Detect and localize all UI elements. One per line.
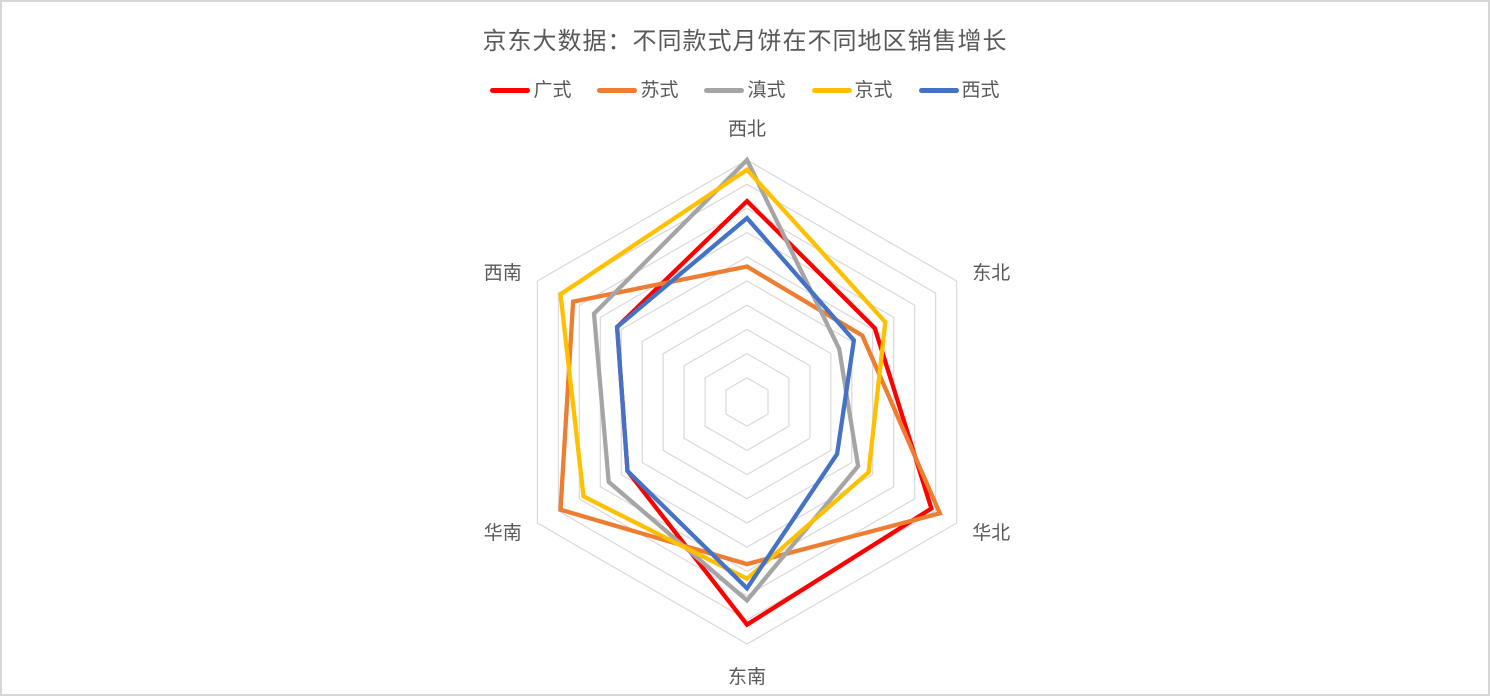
legend-swatch-icon xyxy=(597,87,638,93)
legend-item-广式[interactable]: 广式 xyxy=(490,79,571,101)
axis-label-东北: 东北 xyxy=(972,262,1010,284)
grid-ring xyxy=(578,207,916,597)
grid-ring xyxy=(557,183,937,621)
grid-ring xyxy=(599,231,895,573)
axis-label-西北: 西北 xyxy=(728,118,766,140)
grid-ring xyxy=(704,352,790,452)
grid-ring xyxy=(536,159,958,645)
grid-ring xyxy=(662,304,832,500)
series-polygon-京式[interactable] xyxy=(558,166,888,582)
legend-label: 滇式 xyxy=(747,79,786,101)
series-polygon-滇式[interactable] xyxy=(591,156,861,604)
legend-item-滇式[interactable]: 滇式 xyxy=(704,79,786,101)
legend-item-京式[interactable]: 京式 xyxy=(811,79,893,101)
axis-label-东南: 东南 xyxy=(728,666,766,688)
legend-item-苏式[interactable]: 苏式 xyxy=(597,79,678,101)
legend-label: 京式 xyxy=(854,79,893,101)
legend-swatch-icon xyxy=(811,87,852,93)
series-polygon-西式[interactable] xyxy=(614,215,857,592)
series-polygon-苏式[interactable] xyxy=(558,264,943,567)
legend-swatch-icon xyxy=(490,87,531,93)
axis-label-华南: 华南 xyxy=(484,522,522,544)
legend-label: 苏式 xyxy=(640,79,679,101)
legend-item-西式[interactable]: 西式 xyxy=(918,79,1000,101)
legend-label: 广式 xyxy=(533,79,572,101)
axis-label-西南: 西南 xyxy=(484,262,522,284)
grid-ring xyxy=(725,377,769,427)
legend: 广式 苏式 滇式 京式 西式 xyxy=(2,79,1488,101)
series-polygon-广式[interactable] xyxy=(614,198,934,628)
grid-ring xyxy=(683,328,811,476)
grid-ring xyxy=(641,280,853,524)
grid-ring xyxy=(620,256,874,548)
legend-swatch-icon xyxy=(704,87,745,93)
axis-label-华北: 华北 xyxy=(972,522,1010,544)
legend-label: 西式 xyxy=(961,79,1000,101)
chart-title: 京东大数据：不同款式月饼在不同地区销售增长 xyxy=(482,27,1008,55)
legend-swatch-icon xyxy=(918,87,959,93)
